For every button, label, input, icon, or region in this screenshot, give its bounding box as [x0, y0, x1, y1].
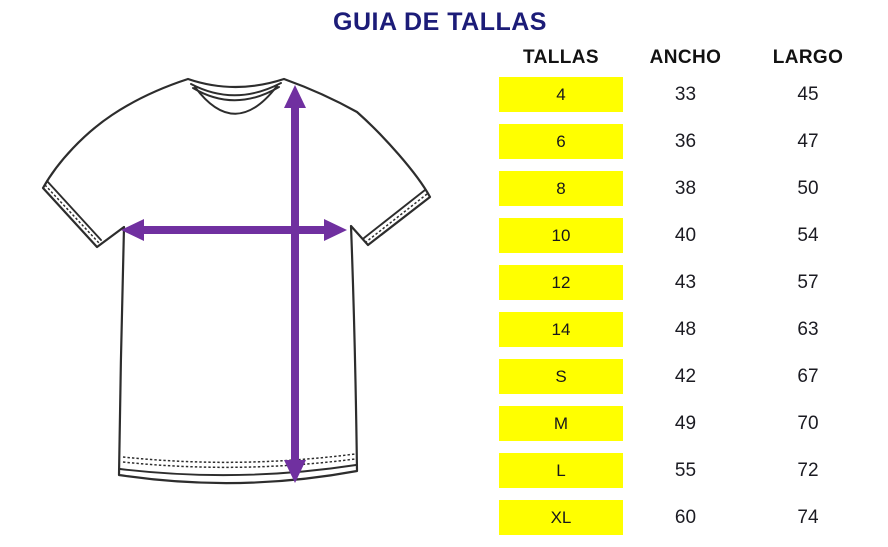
largo-cell: 63 [797, 319, 819, 340]
largo-cell: 54 [797, 225, 819, 246]
tshirt-outline-icon [41, 77, 432, 485]
size-table-header: TALLAS ANCHO LARGO [499, 46, 868, 72]
tshirt-size-diagram [41, 77, 432, 485]
table-row: L 55 72 [499, 453, 868, 488]
table-row: 6 36 47 [499, 124, 868, 159]
largo-cell: 67 [797, 366, 819, 387]
table-row: 14 48 63 [499, 312, 868, 347]
table-row: M 49 70 [499, 406, 868, 441]
largo-cell: 50 [797, 178, 819, 199]
ancho-cell: 40 [674, 225, 697, 246]
ancho-cell: 42 [674, 366, 697, 387]
length-arrow-icon [284, 85, 306, 483]
column-header-tallas: TALLAS [523, 47, 599, 68]
table-row: 8 38 50 [499, 171, 868, 206]
largo-cell: 70 [797, 413, 819, 434]
size-cell: M [499, 406, 623, 441]
largo-cell: 74 [797, 507, 819, 528]
column-header-largo: LARGO [772, 47, 844, 68]
table-row: S 42 67 [499, 359, 868, 394]
size-cell: XL [499, 500, 623, 535]
table-row: 4 33 45 [499, 77, 868, 112]
size-cell: S [499, 359, 623, 394]
table-row: XL 60 74 [499, 500, 868, 535]
ancho-cell: 36 [674, 131, 697, 152]
size-cell: 6 [499, 124, 623, 159]
largo-cell: 57 [797, 272, 819, 293]
ancho-cell: 48 [674, 319, 697, 340]
ancho-cell: 60 [674, 507, 697, 528]
size-cell: 4 [499, 77, 623, 112]
size-cell: 10 [499, 218, 623, 253]
largo-cell: 45 [797, 84, 819, 105]
ancho-cell: 33 [674, 84, 697, 105]
size-cell: 12 [499, 265, 623, 300]
ancho-cell: 43 [674, 272, 697, 293]
largo-cell: 47 [797, 131, 819, 152]
table-row: 12 43 57 [499, 265, 868, 300]
largo-cell: 72 [797, 460, 819, 481]
ancho-cell: 49 [674, 413, 697, 434]
size-table: TALLAS ANCHO LARGO 4 33 45 6 36 47 8 38 … [499, 46, 868, 547]
column-header-ancho: ANCHO [649, 47, 722, 68]
size-cell: L [499, 453, 623, 488]
size-table-body: 4 33 45 6 36 47 8 38 50 10 40 54 12 43 5… [499, 77, 868, 535]
size-cell: 14 [499, 312, 623, 347]
ancho-cell: 38 [674, 178, 697, 199]
ancho-cell: 55 [674, 460, 697, 481]
size-cell: 8 [499, 171, 623, 206]
table-row: 10 40 54 [499, 218, 868, 253]
page-title: GUIA DE TALLAS [333, 8, 547, 36]
